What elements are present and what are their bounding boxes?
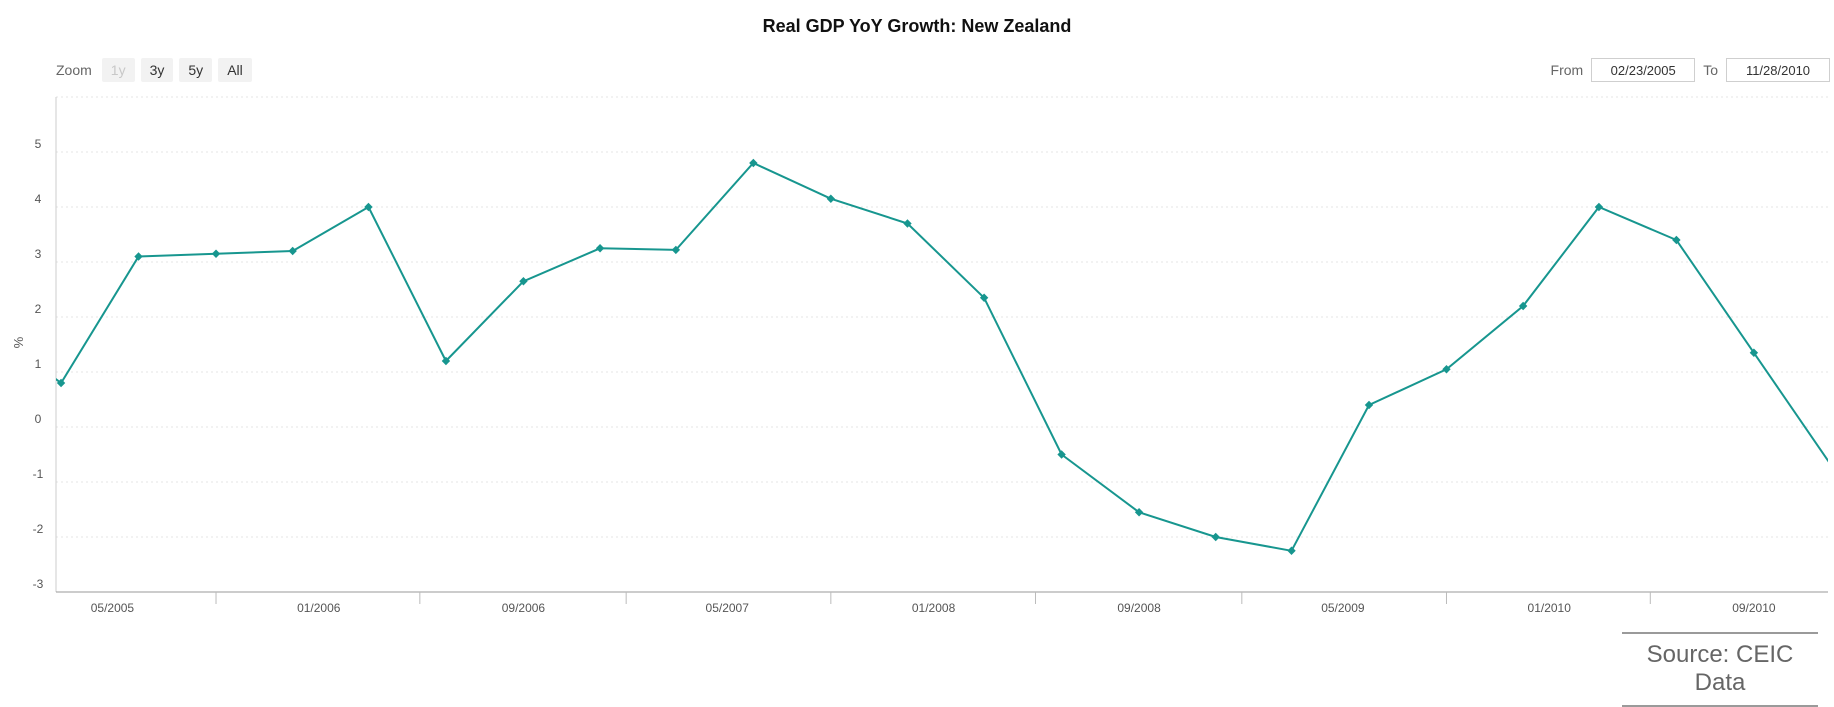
- data-point: [134, 252, 143, 261]
- zoom-controls: Zoom 1y 3y 5y All: [56, 58, 252, 82]
- chart-title: Real GDP YoY Growth: New Zealand: [762, 16, 1072, 36]
- y-tick-label: 4: [35, 192, 42, 206]
- data-point: [1287, 546, 1296, 555]
- x-tick-label: 01/2010: [1528, 601, 1572, 615]
- data-point: [979, 293, 989, 302]
- data-point: [1057, 450, 1066, 459]
- y-tick-label: -1: [33, 467, 44, 481]
- data-point: [441, 356, 451, 366]
- x-tick-label: 01/2006: [297, 601, 341, 615]
- zoom-5y-button[interactable]: 5y: [179, 58, 213, 82]
- x-tick-label: 09/2010: [1732, 601, 1776, 615]
- x-tick-label: 05/2007: [706, 601, 750, 615]
- data-point: [671, 245, 681, 255]
- data-point: [826, 194, 836, 203]
- data-point: [1749, 348, 1759, 357]
- line-chart: -3 -2 -1 0 1 2 3 4 5% 05/2005 01/2006 09/2006 05/200…: [11, 96, 1828, 615]
- zoom-label: Zoom: [56, 62, 92, 78]
- from-label: From: [1550, 62, 1584, 78]
- x-tick-label: 09/2006: [502, 601, 546, 615]
- data-point: [903, 219, 912, 228]
- x-tick-label: 01/2008: [912, 601, 956, 615]
- y-tick-label: -3: [33, 577, 44, 591]
- data-point: [288, 246, 297, 256]
- to-label: To: [1703, 62, 1718, 78]
- zoom-all-button[interactable]: All: [218, 58, 252, 82]
- data-point: [519, 277, 528, 286]
- data-point: [1364, 400, 1374, 410]
- data-point: [1211, 532, 1220, 542]
- zoom-1y-button[interactable]: 1y: [101, 58, 135, 82]
- y-tick-label: 2: [35, 302, 42, 316]
- from-date-input[interactable]: [1591, 58, 1696, 82]
- data-point: [364, 202, 373, 212]
- y-axis-label: %: [11, 337, 26, 349]
- data-point: [1134, 508, 1144, 517]
- date-range: From To: [1543, 58, 1830, 82]
- y-tick-label: 5: [35, 137, 42, 151]
- y-tick-label: 3: [35, 247, 42, 261]
- data-point: [749, 158, 758, 168]
- data-point: [1442, 365, 1451, 374]
- series-line: [56, 161, 1828, 552]
- x-tick-label: 09/2008: [1117, 601, 1161, 615]
- y-tick-label: -2: [33, 522, 44, 536]
- to-date-input[interactable]: [1726, 58, 1830, 82]
- data-point: [595, 244, 605, 253]
- x-tick-label: 05/2005: [91, 601, 135, 615]
- x-tick-label: 05/2009: [1321, 601, 1365, 615]
- data-point: [1594, 202, 1604, 212]
- data-point: [1672, 235, 1681, 245]
- zoom-3y-button[interactable]: 3y: [140, 58, 174, 82]
- data-point: [211, 249, 221, 258]
- data-point: [56, 378, 66, 388]
- data-point: [1518, 301, 1528, 311]
- y-tick-label: 1: [35, 357, 42, 371]
- source-credit: Source: CEIC Data: [1622, 632, 1818, 707]
- y-tick-label: 0: [35, 412, 42, 426]
